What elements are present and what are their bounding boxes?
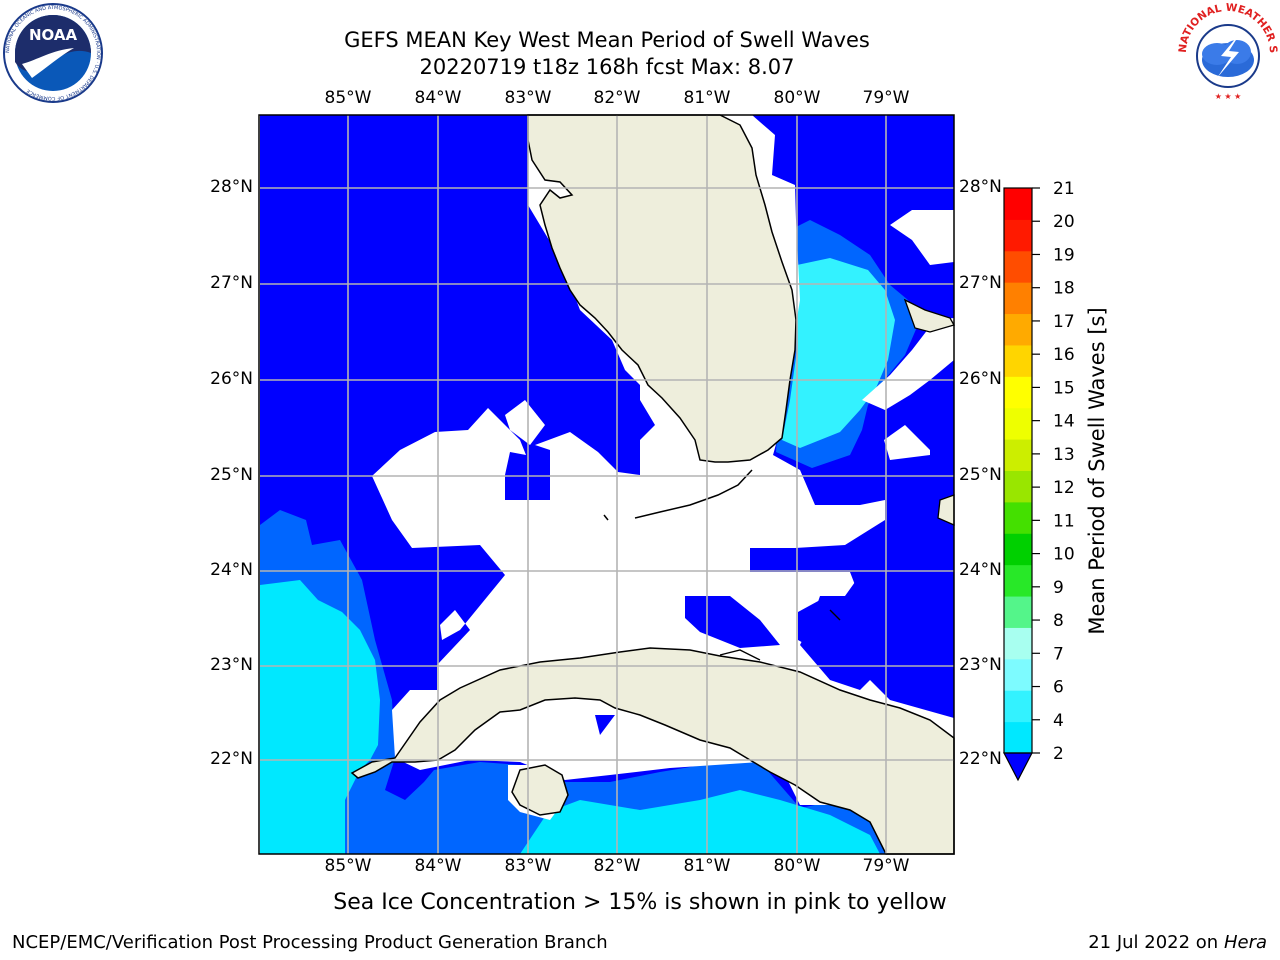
footer-branch: NCEP/EMC/Verification Post Processing Pr…: [12, 932, 608, 953]
footer-date-text: 21 Jul 2022 on: [1088, 932, 1224, 953]
colorbar-segment: [1004, 439, 1032, 471]
lon-label-bottom: 84°W: [414, 856, 462, 876]
colorbar-label: Mean Period of Swell Waves [s]: [1085, 307, 1109, 635]
colorbar-tick-label: 6: [1053, 678, 1064, 698]
colorbar-segment: [1004, 313, 1032, 346]
colorbar-segment: [1004, 658, 1032, 691]
colorbar-frame: [1003, 187, 1033, 754]
colorbar-tick-label: 20: [1053, 212, 1075, 232]
lon-label-bottom: 82°W: [593, 856, 641, 876]
colorbar-tick-label: 21: [1053, 179, 1075, 199]
lon-label-top: 82°W: [593, 88, 641, 108]
colorbar-tick-label: 4: [1053, 711, 1064, 731]
colorbar-segment: [1004, 721, 1032, 754]
colorbar-segment: [1004, 407, 1032, 440]
colorbar-tick-label: 18: [1053, 279, 1075, 299]
lat-label-right: 22°N: [959, 749, 1002, 769]
colorbar-segment: [1004, 690, 1032, 723]
lon-label-top: 80°W: [773, 88, 821, 108]
lon-label-top: 83°W: [504, 88, 552, 108]
lat-label-right: 24°N: [959, 560, 1002, 580]
lon-label-bottom: 83°W: [504, 856, 552, 876]
lon-label-bottom: 79°W: [862, 856, 910, 876]
lon-label-top: 84°W: [414, 88, 462, 108]
map-frame: [258, 114, 955, 855]
lon-label-bottom: 81°W: [683, 856, 731, 876]
colorbar-tick-label: 8: [1053, 611, 1064, 631]
lat-label-left: 28°N: [210, 177, 253, 197]
colorbar-tick-label: 15: [1053, 378, 1075, 398]
isla-de-la-juventud: [511, 764, 569, 816]
colorbar-segment: [1004, 344, 1032, 377]
colorbar-tick-label: 12: [1053, 478, 1075, 498]
noaa-logo-text: NOAA: [29, 26, 78, 44]
lat-label-right: 23°N: [959, 655, 1002, 675]
colorbar-under-arrow: [1003, 752, 1033, 782]
lat-label-left: 25°N: [210, 465, 253, 485]
colorbar-segment: [1004, 376, 1032, 409]
map-title: GEFS MEAN Key West Mean Period of Swell …: [344, 28, 870, 52]
colorbar-tick-label: 13: [1053, 445, 1075, 465]
colorbar: 2 4 6 7 8 9 10 11 12 13 14 15 16 17 18 19 20 21: [1003, 179, 1075, 782]
map-subtitle: 20220719 t18z 168h fcst Max: 8.07: [419, 55, 795, 79]
map-gridlines: [260, 115, 954, 854]
florida-landmass: [527, 114, 797, 463]
swell-4-6s-fill: [260, 580, 380, 854]
colorbar-tick-label: 17: [1053, 312, 1075, 332]
noaa-logo: NOAA NATIONAL OCEANIC AND ATMOSPHERIC AD…: [2, 2, 104, 104]
colorbar-segment: [1004, 533, 1032, 566]
lat-label-right: 27°N: [959, 273, 1002, 293]
colorbar-segment: [1004, 627, 1032, 660]
colorbar-segment: [1004, 282, 1032, 315]
colorbar-tick-label: 11: [1053, 511, 1075, 531]
footer-date: 21 Jul 2022 on Hera: [1088, 932, 1267, 953]
lat-label-left: 26°N: [210, 369, 253, 389]
lon-label-bottom: 80°W: [773, 856, 821, 876]
colorbar-tick-label: 9: [1053, 578, 1064, 598]
colorbar-segment: [1004, 501, 1032, 534]
footer-host: Hera: [1223, 932, 1267, 953]
colorbar-tick-label: 2: [1053, 744, 1064, 764]
lat-label-right: 25°N: [959, 465, 1002, 485]
lon-label-top: 81°W: [683, 88, 731, 108]
lat-label-right: 26°N: [959, 369, 1002, 389]
lat-label-left: 24°N: [210, 560, 253, 580]
lon-label-bottom: 85°W: [324, 856, 372, 876]
lat-label-left: 23°N: [210, 655, 253, 675]
colorbar-segment: [1004, 250, 1032, 283]
colorbar-tick-label: 14: [1053, 412, 1075, 432]
colorbar-segment: [1004, 188, 1032, 220]
colorbar-tick-label: 16: [1053, 345, 1075, 365]
colorbar-tick-label: 10: [1053, 545, 1075, 565]
lat-label-right: 28°N: [959, 177, 1002, 197]
cuba-landmass: [350, 647, 955, 855]
lat-label-left: 22°N: [210, 749, 253, 769]
florida-keys: [634, 469, 753, 519]
colorbar-segment: [1004, 596, 1032, 628]
colorbar-segment: [1004, 219, 1032, 252]
colorbar-tick-label: 7: [1053, 644, 1064, 664]
lon-label-top: 85°W: [324, 88, 372, 108]
colorbar-segment: [1004, 564, 1032, 597]
lat-label-left: 27°N: [210, 273, 253, 293]
lon-label-top: 79°W: [862, 88, 910, 108]
colorbar-tick-label: 19: [1053, 245, 1075, 265]
nws-logo: NATIONAL WEATHER SERVICE ★ ★ ★: [1173, 0, 1279, 104]
colorbar-segment: [1004, 470, 1032, 503]
svg-text:★ ★ ★: ★ ★ ★: [1215, 92, 1242, 101]
footer-note: Sea Ice Concentration > 15% is shown in …: [333, 890, 947, 915]
